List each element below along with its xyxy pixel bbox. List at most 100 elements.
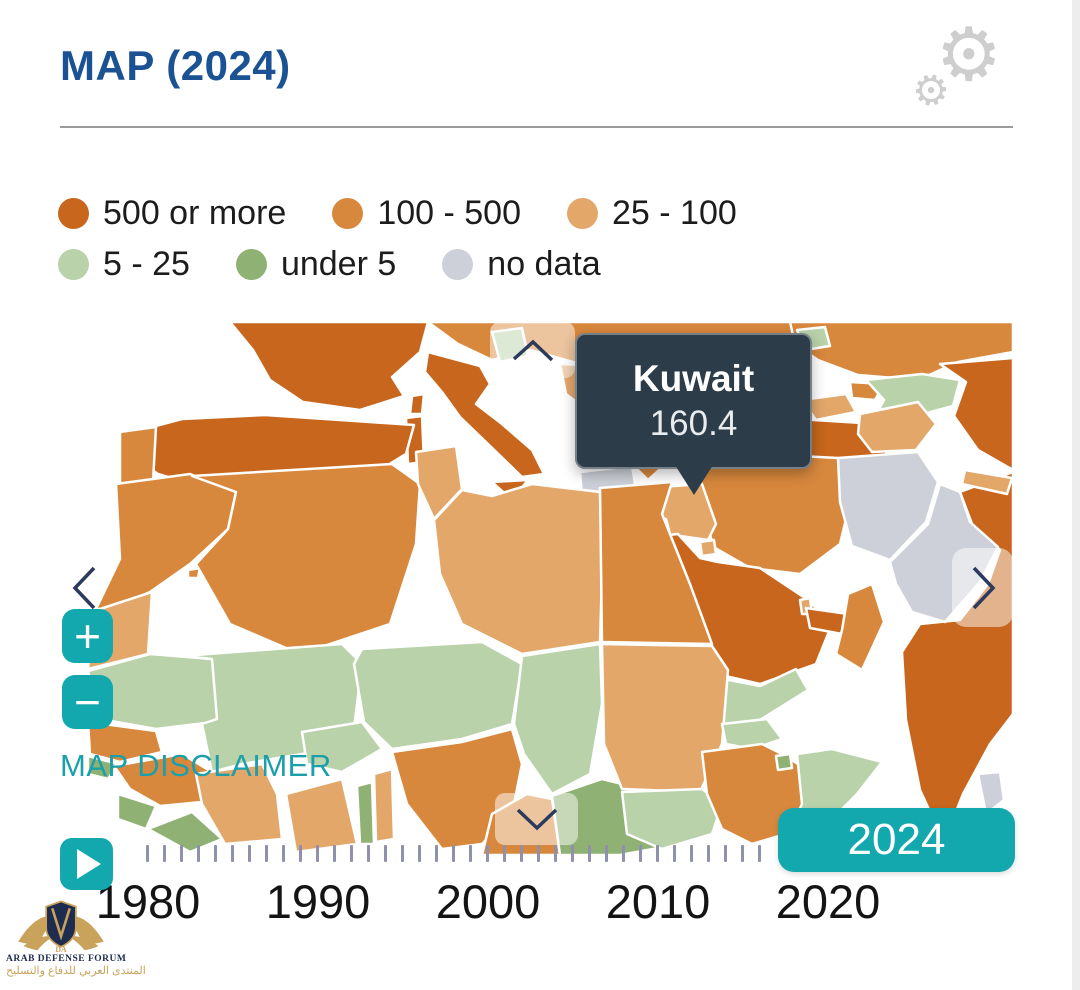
chevron-down-icon	[515, 806, 559, 832]
timeline-tick	[724, 845, 727, 862]
year-label-1990: 1990	[265, 875, 371, 928]
current-year-handle[interactable]: 2024	[778, 808, 1015, 872]
timeline-tick	[316, 845, 319, 862]
legend-label: 5 - 25	[103, 245, 190, 283]
timeline-track[interactable]	[146, 845, 761, 862]
pan-up-button[interactable]	[490, 322, 575, 378]
country-kuwait[interactable]	[698, 538, 718, 558]
watermark-title: ARAB DEFENSE FORUM	[6, 954, 127, 964]
gear-icon[interactable]: ⚙	[935, 13, 1002, 96]
timeline-tick	[622, 845, 625, 862]
legend-swatch	[58, 249, 89, 280]
timeline-tick	[146, 845, 149, 862]
timeline-tick	[401, 845, 404, 862]
legend-label: 100 - 500	[377, 194, 521, 232]
country-benin[interactable]	[372, 767, 396, 844]
timeline-tick	[656, 845, 659, 862]
country-egypt[interactable]	[598, 480, 714, 646]
country-eritrea[interactable]	[720, 717, 784, 751]
timeline-tick	[299, 845, 302, 862]
timeline-tick	[758, 845, 761, 862]
timeline-tick	[265, 845, 268, 862]
tooltip-country: Kuwait	[632, 358, 755, 399]
timeline-tick	[163, 845, 166, 862]
choropleth-map[interactable]: + − MAP DISCLAIMER Kuwait 160.4	[60, 322, 1013, 855]
country-corsica[interactable]	[408, 392, 426, 416]
country-iran[interactable]	[698, 452, 854, 576]
gear-small-icon: ⚙	[907, 63, 956, 118]
timeline-tick	[435, 845, 438, 862]
timeline-tick	[554, 845, 557, 862]
legend-item-under-5[interactable]: under 5	[235, 245, 396, 284]
country-libya[interactable]	[432, 482, 604, 656]
country-niger[interactable]	[352, 640, 524, 751]
legend-label: 500 or more	[103, 194, 287, 232]
map-disclaimer-link[interactable]: MAP DISCLAIMER	[60, 748, 332, 783]
country-italy[interactable]	[423, 350, 546, 479]
timeline-tick	[571, 845, 574, 862]
timeline-tick	[367, 845, 370, 862]
chevron-up-icon	[512, 338, 554, 362]
country-togo[interactable]	[355, 780, 376, 846]
country-djibouti[interactable]	[774, 752, 794, 772]
timeline-tick	[248, 845, 251, 862]
year-label-2020: 2020	[775, 875, 881, 928]
chevron-right-icon	[970, 565, 996, 611]
timeline-tick	[588, 845, 591, 862]
pan-right-button[interactable]	[952, 548, 1013, 627]
country-sri-lanka[interactable]	[976, 770, 1006, 816]
timeline-tick	[486, 845, 489, 862]
timeline-tick	[469, 845, 472, 862]
pan-down-button[interactable]	[495, 793, 578, 845]
country-turkmenistan[interactable]	[856, 400, 938, 454]
timeline-tick	[673, 845, 676, 862]
legend-item-no-data[interactable]: no data	[442, 245, 601, 284]
legend-swatch	[332, 198, 364, 229]
country-afghanistan[interactable]	[836, 450, 940, 562]
country-burkina-faso[interactable]	[300, 720, 384, 774]
country-china[interactable]	[938, 356, 1013, 472]
year-label-2000: 2000	[435, 875, 541, 928]
country-senegal[interactable]	[86, 720, 164, 764]
page-title: MAP (2024)	[60, 42, 291, 89]
timeline-tick	[197, 845, 200, 862]
legend-item-500-or-more[interactable]: 500 or more	[58, 194, 286, 233]
timeline-tick	[350, 845, 353, 862]
timeline-tick	[690, 845, 693, 862]
tooltip-value: 160.4	[649, 404, 738, 444]
country-guinea-bissau[interactable]	[86, 754, 120, 781]
country-cote-divoire[interactable]	[194, 762, 284, 846]
timeline-tick	[537, 845, 540, 862]
timeline-tick	[707, 845, 710, 862]
year-label-2010: 2010	[605, 875, 711, 928]
legend-swatch	[58, 198, 89, 229]
country-france[interactable]	[228, 322, 430, 412]
pan-left-button[interactable]	[70, 565, 100, 610]
zoom-in-button[interactable]: +	[62, 609, 113, 663]
timeline-tick	[418, 845, 421, 862]
page-scrollbar[interactable]	[1072, 0, 1080, 990]
play-button[interactable]	[60, 838, 113, 890]
legend-swatch	[567, 198, 598, 229]
legend-label: 25 - 100	[612, 194, 737, 232]
timeline-tick	[520, 845, 523, 862]
timeline-tick	[231, 845, 234, 862]
country-chad[interactable]	[512, 642, 604, 796]
watermark-subtitle: المنتدى العربي للدفاع والتسليح	[6, 965, 146, 977]
country-ghana[interactable]	[284, 777, 359, 854]
legend-item-25-100[interactable]: 25 - 100	[567, 194, 737, 233]
svg-text:DA: DA	[55, 945, 67, 954]
legend-label: no data	[487, 245, 601, 283]
legend-item-100-500[interactable]: 100 - 500	[332, 194, 521, 233]
legend-swatch	[442, 249, 474, 280]
zoom-out-button[interactable]: −	[62, 675, 113, 729]
country-oman[interactable]	[834, 582, 886, 672]
country-south-sudan[interactable]	[620, 787, 724, 851]
legend-swatch	[235, 249, 267, 280]
country-sierra-leone[interactable]	[116, 792, 158, 831]
play-icon	[77, 849, 101, 879]
legend-item-5-25[interactable]: 5 - 25	[58, 245, 190, 284]
timeline-tick	[384, 845, 387, 862]
country-nepal[interactable]	[960, 468, 1013, 496]
timeline-tick	[503, 845, 506, 862]
